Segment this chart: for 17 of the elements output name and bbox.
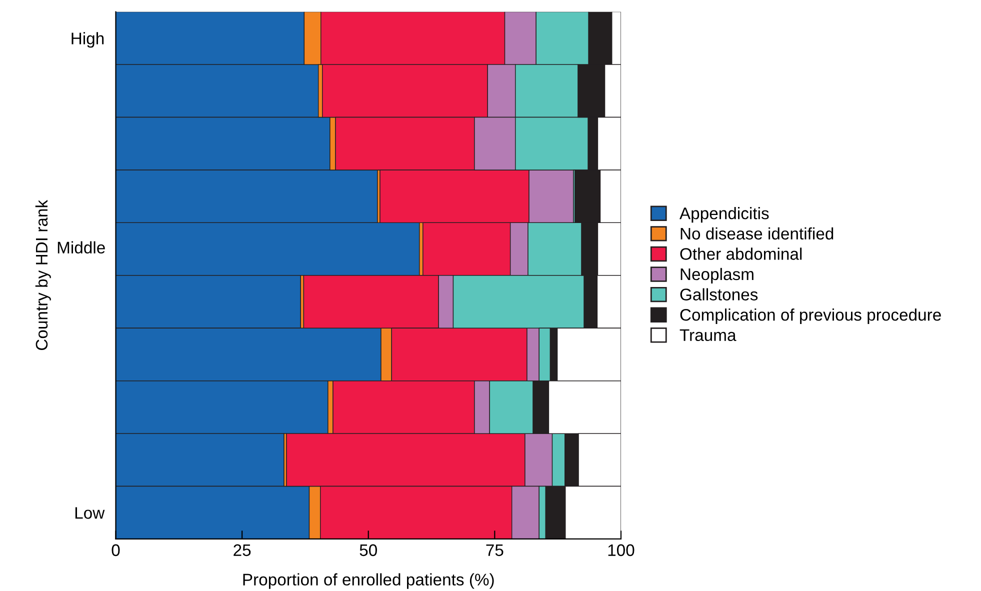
y-axis-title: Country by HDI rank (35, 200, 51, 350)
x-tick-label: 75 (486, 544, 504, 556)
y-tick-label: High (72, 32, 104, 48)
legend-label: Appendicitis (679, 207, 769, 223)
legend-label: Trauma (680, 329, 736, 342)
x-tick-label: 25 (234, 544, 251, 556)
legend-label: Complication of previous procedure (680, 308, 941, 324)
legend-label: No disease identified (680, 227, 834, 240)
x-tick-label: 100 (608, 544, 634, 556)
y-tick-label: Low (75, 507, 105, 519)
x-axis-title: Proportion of enrolled patients (%) (243, 573, 494, 589)
legend-label: Gallstones (680, 288, 758, 300)
text: Middle (58, 241, 105, 254)
legend-label: Other abdominal (680, 248, 802, 260)
legend-label: Neoplasm (680, 268, 754, 284)
x-tick-label: 0 (112, 544, 120, 556)
x-tick-label: 50 (360, 544, 377, 556)
